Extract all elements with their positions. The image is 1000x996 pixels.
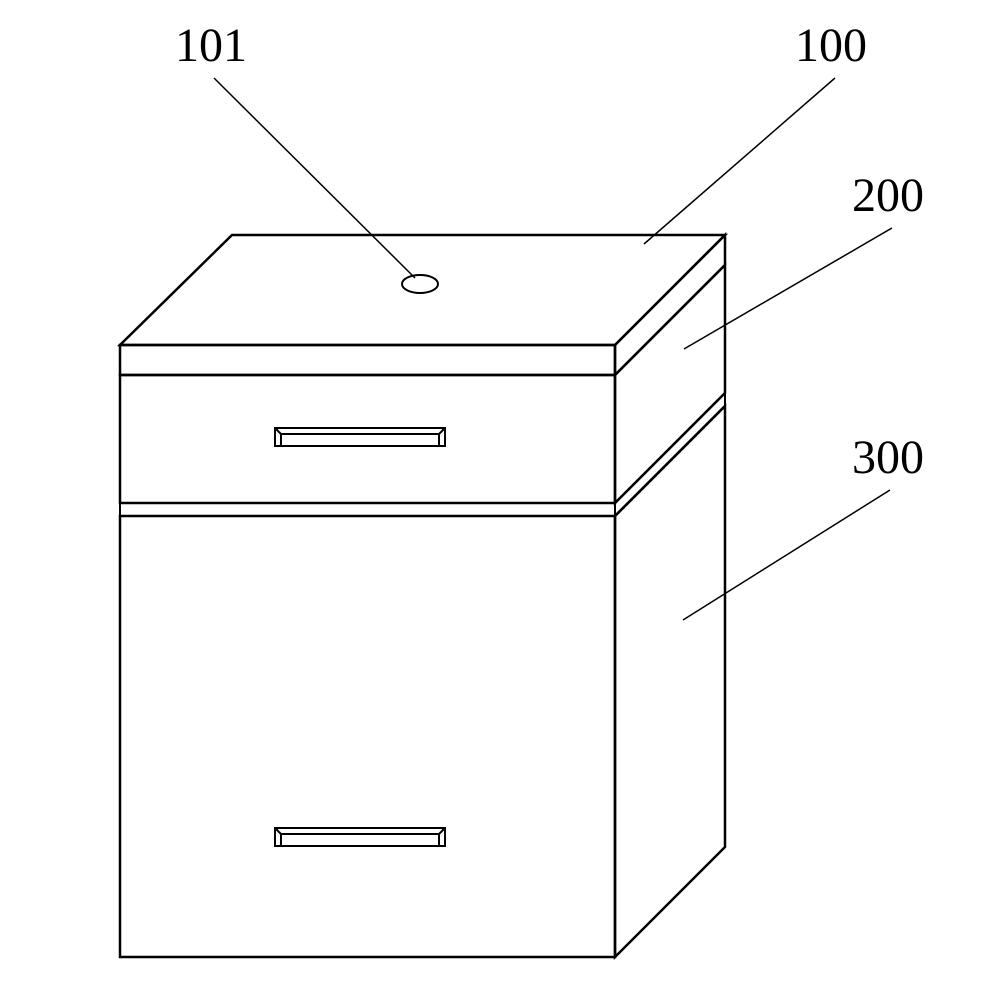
lid-front-face (120, 345, 615, 375)
technical-diagram: 101 100 200 300 (0, 0, 1000, 991)
lower-drawer-handle (275, 828, 445, 846)
label-100: 100 (795, 18, 867, 73)
lower-drawer-side (615, 406, 725, 957)
lid-top-face (120, 235, 725, 345)
lid-hole (402, 275, 438, 293)
upper-drawer-front (120, 375, 615, 503)
drawer-gap-front (120, 503, 615, 516)
leader-300 (683, 490, 890, 620)
leader-101 (214, 78, 415, 278)
drawer-gap-side-strip (615, 393, 725, 516)
lower-drawer-front (120, 516, 615, 957)
upper-drawer-side (615, 265, 725, 503)
upper-drawer-handle (275, 428, 445, 446)
label-200: 200 (852, 168, 924, 223)
leader-100 (644, 78, 835, 244)
label-101: 101 (175, 18, 247, 73)
label-300: 300 (852, 430, 924, 485)
diagram-svg (0, 0, 1000, 991)
lid-side-face (615, 235, 725, 375)
